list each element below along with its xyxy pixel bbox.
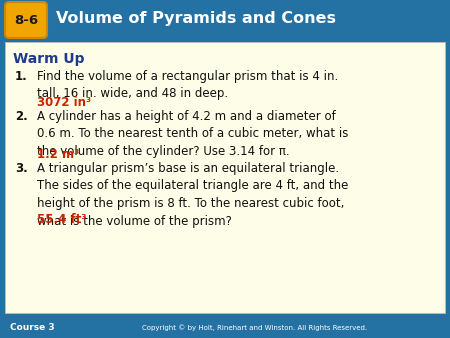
FancyBboxPatch shape	[5, 2, 47, 38]
Text: Volume of Pyramids and Cones: Volume of Pyramids and Cones	[56, 11, 336, 26]
Bar	[0, 318, 450, 338]
Text: Course 3: Course 3	[10, 323, 54, 333]
Text: 2.: 2.	[15, 110, 28, 123]
Text: Warm Up: Warm Up	[13, 52, 85, 66]
Text: 1.2 m³: 1.2 m³	[37, 148, 79, 161]
Text: 8-6: 8-6	[14, 14, 38, 26]
Text: 3.: 3.	[15, 162, 28, 175]
Text: A cylinder has a height of 4.2 m and a diameter of
0.6 m. To the nearest tenth o: A cylinder has a height of 4.2 m and a d…	[37, 110, 348, 158]
Text: 3072 in³: 3072 in³	[37, 96, 91, 109]
Bar	[5, 42, 445, 313]
Text: A triangular prism’s base is an equilateral triangle.
The sides of the equilater: A triangular prism’s base is an equilate…	[37, 162, 348, 227]
Text: Find the volume of a rectangular prism that is 4 in.
tall, 16 in. wide, and 48 i: Find the volume of a rectangular prism t…	[37, 70, 338, 100]
Text: 1.: 1.	[15, 70, 28, 83]
Text: 55.4 ft³: 55.4 ft³	[37, 213, 86, 226]
Text: Copyright © by Holt, Rinehart and Winston. All Rights Reserved.: Copyright © by Holt, Rinehart and Winsto…	[143, 325, 368, 331]
Bar	[0, 0, 450, 40]
